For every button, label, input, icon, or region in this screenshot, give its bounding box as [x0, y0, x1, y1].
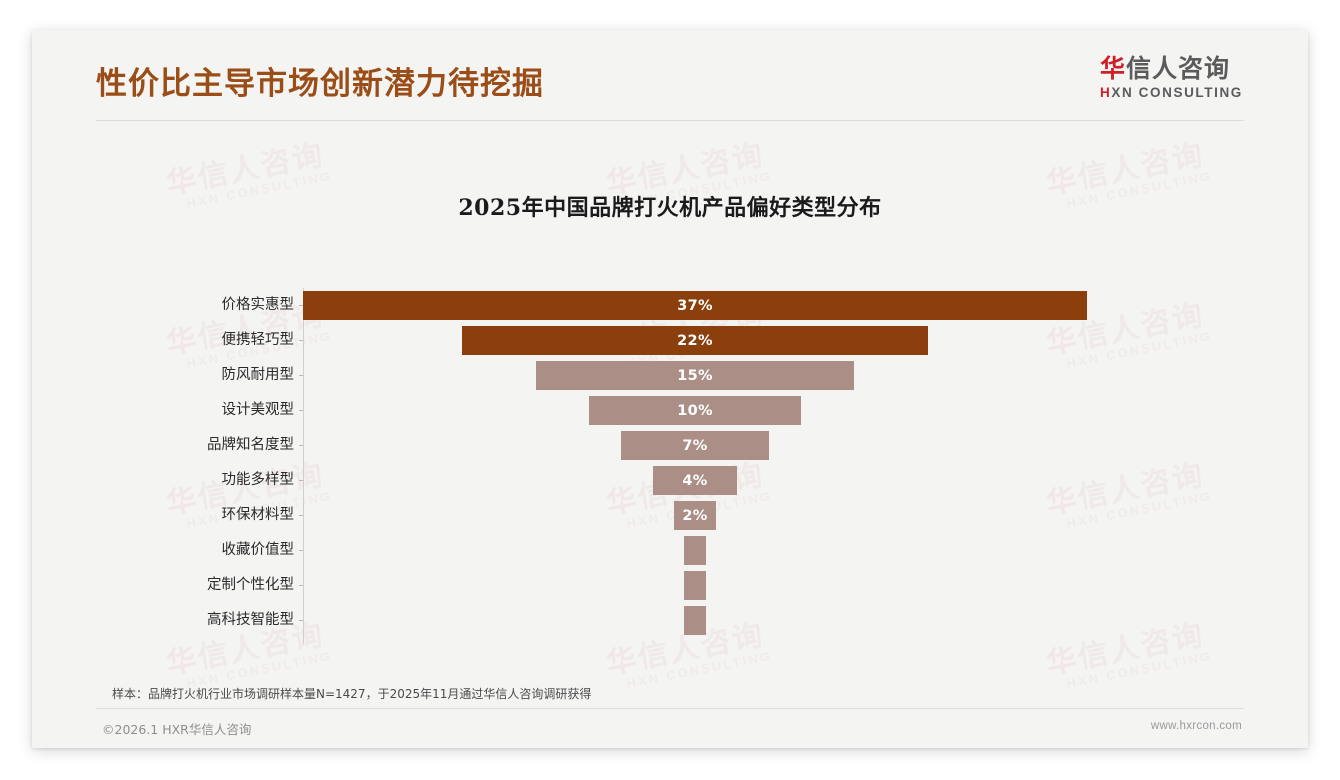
funnel-bar[interactable]: [684, 606, 706, 635]
axis-tick: [299, 620, 303, 621]
logo-cn-rest: 信人咨询: [1126, 54, 1231, 83]
funnel-bar-row: 价格实惠型 37%: [32, 288, 1308, 323]
category-label: 环保材料型: [221, 507, 295, 523]
funnel-bar-row: 设计美观型 10%: [32, 393, 1308, 428]
funnel-bar-row: 环保材料型 2%: [32, 498, 1308, 533]
footer-divider: [96, 708, 1244, 709]
axis-tick: [299, 480, 303, 481]
slide-header: 性价比主导市场创新潜力待挖掘 华信人咨询 HXN CONSULTING: [32, 30, 1308, 130]
funnel-bar[interactable]: 2%: [673, 501, 717, 530]
funnel-bar-row: 功能多样型 4%: [32, 463, 1308, 498]
category-label: 防风耐用型: [221, 367, 295, 383]
axis-tick: [299, 445, 303, 446]
bar-value-label: 2%: [682, 507, 708, 524]
category-axis-line: [303, 288, 304, 644]
funnel-bar[interactable]: 10%: [589, 396, 801, 425]
category-label: 便携轻巧型: [221, 332, 295, 348]
bar-value-label: 7%: [682, 437, 708, 454]
axis-tick: [299, 410, 303, 411]
logo-en-rest: XN CONSULTING: [1111, 84, 1243, 100]
bar-value-label: 4%: [682, 472, 708, 489]
bar-value-label: 10%: [677, 402, 713, 419]
category-label: 定制个性化型: [207, 577, 294, 593]
axis-tick: [299, 305, 303, 306]
logo-chinese-text: 华信人咨询: [1100, 55, 1270, 83]
category-label: 品牌知名度型: [207, 437, 294, 453]
funnel-bar-row: 防风耐用型 15%: [32, 358, 1308, 393]
website-url: www.hxrcon.com: [1150, 720, 1242, 732]
category-label: 高科技智能型: [207, 612, 294, 628]
funnel-bar-row: 高科技智能型: [32, 603, 1308, 638]
funnel-bar[interactable]: 37%: [303, 291, 1087, 320]
funnel-bar[interactable]: 4%: [652, 466, 738, 495]
bar-value-label: 22%: [677, 332, 713, 349]
funnel-bar[interactable]: [684, 536, 706, 565]
funnel-bar[interactable]: [684, 571, 706, 600]
category-label: 设计美观型: [221, 402, 295, 418]
copyright-text: ©2026.1 HXR华信人咨询: [102, 722, 252, 737]
category-label: 收藏价值型: [221, 542, 295, 558]
axis-tick: [299, 585, 303, 586]
logo-en-accent: H: [1100, 84, 1112, 100]
page-title: 性价比主导市场创新潜力待挖掘: [96, 66, 544, 102]
funnel-chart-plot: 价格实惠型 37% 便携轻巧型 22% 防风耐用型 15% 设计美观型 10% 品牌知名度型 7%…: [32, 288, 1308, 653]
title-divider: [96, 120, 1244, 121]
logo-english-text: HXN CONSULTING: [1100, 85, 1270, 100]
funnel-bar[interactable]: 15%: [536, 361, 854, 390]
axis-tick: [299, 550, 303, 551]
slide-canvas: 华信人咨询 HXN CONSULTING 华信人咨询 HXN CONSULTING 华信…: [32, 30, 1308, 748]
funnel-bar[interactable]: 22%: [461, 326, 929, 355]
category-label: 价格实惠型: [221, 297, 295, 313]
source-footnote: 样本：品牌打火机行业市场调研样本量N=1427，于2025年11月通过华信人咨询…: [112, 687, 592, 701]
logo-cn-accent: 华: [1100, 54, 1127, 83]
company-logo: 华信人咨询 HXN CONSULTING: [1100, 55, 1270, 100]
chart-container: 2025年中国品牌打火机产品偏好类型分布 价格实惠型 37% 便携轻巧型 22% 防风耐…: [32, 130, 1308, 660]
axis-tick: [299, 515, 303, 516]
bar-value-label: 37%: [677, 297, 713, 314]
funnel-bar-row: 定制个性化型: [32, 568, 1308, 603]
funnel-bar[interactable]: 7%: [620, 431, 770, 460]
axis-tick: [299, 375, 303, 376]
bar-value-label: 15%: [677, 367, 713, 384]
category-label: 功能多样型: [221, 472, 295, 488]
slide-footer: ©2026.1 HXR华信人咨询 www.hxrcon.com: [32, 708, 1308, 748]
chart-title: 2025年中国品牌打火机产品偏好类型分布: [458, 195, 882, 221]
funnel-bar-row: 品牌知名度型 7%: [32, 428, 1308, 463]
funnel-bar-row: 便携轻巧型 22%: [32, 323, 1308, 358]
funnel-bar-row: 收藏价值型: [32, 533, 1308, 568]
axis-tick: [299, 340, 303, 341]
